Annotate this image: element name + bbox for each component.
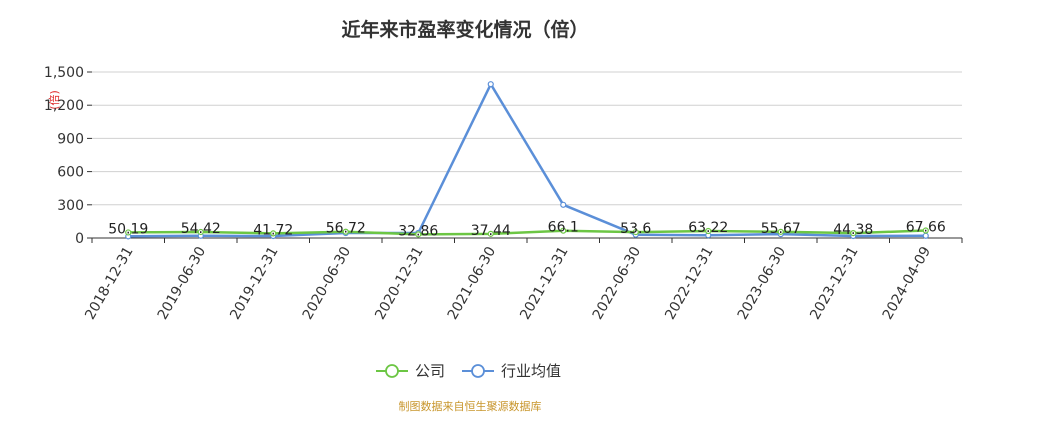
series-lines — [125, 81, 929, 240]
source-note: 制图数据来自恒生聚源数据库 — [399, 399, 542, 413]
data-label: 32.86 — [398, 223, 438, 239]
x-tick-label: 2019-06-30 — [155, 244, 210, 322]
series-line-0 — [128, 229, 926, 236]
x-tick-label: 2023-12-31 — [807, 244, 862, 322]
legend-marker — [471, 364, 485, 378]
data-label: 37.44 — [471, 223, 511, 239]
x-tick-label: 2021-06-30 — [445, 244, 500, 322]
data-point[interactable] — [850, 229, 857, 237]
data-point[interactable] — [705, 227, 712, 235]
x-tick-label: 2022-06-30 — [590, 244, 645, 322]
y-tick-label: 1,200 — [44, 98, 84, 114]
data-label: 55.67 — [761, 221, 801, 237]
legend-item-1[interactable]: 行业均值 — [462, 362, 561, 380]
data-label: 67.66 — [906, 220, 946, 236]
data-label: 56.72 — [326, 221, 366, 237]
data-label: 44.38 — [833, 222, 873, 238]
data-point[interactable] — [777, 228, 784, 235]
data-point[interactable] — [342, 228, 349, 235]
data-label: 41.72 — [253, 222, 293, 238]
y-tick-label: 1,500 — [44, 65, 84, 81]
legend[interactable]: 公司 行业均值 — [376, 362, 561, 380]
data-point[interactable] — [560, 201, 567, 208]
data-point[interactable] — [560, 227, 567, 234]
data-label: 63.22 — [688, 220, 728, 236]
chart-title: 近年来市盈率变化情况（倍） — [341, 18, 588, 41]
legend-item-0[interactable]: 公司 — [376, 362, 445, 380]
legend-marker — [385, 364, 399, 378]
legend-label: 行业均值 — [501, 362, 561, 380]
x-axis-ticks: 2018-12-31 2019-06-30 2019-12-31 2020-06-30… — [82, 238, 963, 322]
data-point[interactable] — [487, 230, 494, 237]
grid-lines — [92, 71, 962, 206]
legend-label: 公司 — [415, 362, 445, 380]
y-tick-label: 900 — [57, 131, 84, 147]
data-label: 66.1 — [548, 220, 579, 236]
series-line-1 — [128, 82, 926, 238]
x-tick-label: 2022-12-31 — [662, 244, 717, 322]
x-tick-label: 2021-12-31 — [517, 244, 572, 322]
y-axis-ticks: 0 300 600 900 1,200 1,500 — [44, 65, 92, 247]
data-point[interactable] — [487, 81, 494, 88]
y-tick-label: 0 — [75, 231, 84, 247]
data-label: 50.19 — [108, 221, 148, 237]
y-tick-label: 600 — [57, 165, 84, 181]
x-tick-label: 2019-12-31 — [227, 244, 282, 322]
y-axis-unit-label: (倍) — [47, 90, 61, 110]
data-point[interactable] — [197, 228, 204, 236]
data-label: 54.42 — [181, 221, 221, 237]
x-tick-label: 2020-06-30 — [300, 244, 355, 322]
x-tick-label: 2023-06-30 — [735, 244, 790, 322]
y-tick-label: 300 — [57, 198, 84, 214]
x-tick-label: 2020-12-31 — [372, 244, 427, 322]
x-tick-label: 2024-04-09 — [880, 244, 935, 322]
data-label: 53.6 — [620, 221, 651, 237]
data-point[interactable] — [922, 227, 929, 234]
data-point[interactable] — [415, 231, 422, 238]
x-tick-label: 2018-12-31 — [82, 244, 137, 322]
data-labels: 50.19 54.42 41.72 56.72 32.86 37.44 66.1 53.6 63… — [108, 220, 946, 240]
data-point[interactable] — [270, 230, 277, 237]
data-point[interactable] — [125, 229, 132, 236]
data-point[interactable] — [632, 228, 639, 236]
